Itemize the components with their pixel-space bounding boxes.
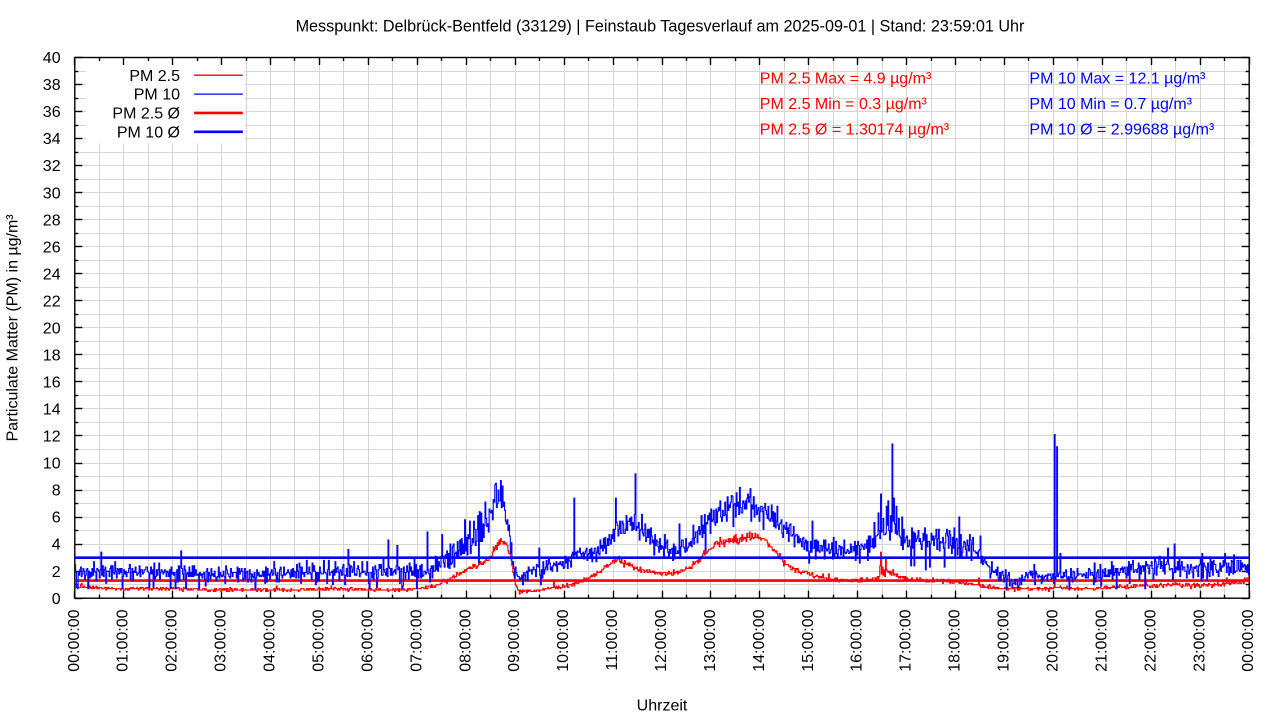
svg-text:10:00:00: 10:00:00	[555, 609, 572, 671]
svg-text:PM 2.5 Max = 4.9 µg/m³: PM 2.5 Max = 4.9 µg/m³	[760, 71, 932, 88]
svg-text:PM 10 Ø = 2.99688 µg/m³: PM 10 Ø = 2.99688 µg/m³	[1029, 122, 1215, 139]
svg-text:14: 14	[43, 402, 61, 419]
svg-text:22:00:00: 22:00:00	[1142, 609, 1159, 671]
svg-text:14:00:00: 14:00:00	[751, 609, 768, 671]
svg-text:11:00:00: 11:00:00	[604, 609, 621, 670]
svg-text:PM 10 Ø: PM 10 Ø	[117, 124, 180, 141]
svg-text:PM 2.5 Ø = 1.30174 µg/m³: PM 2.5 Ø = 1.30174 µg/m³	[760, 122, 950, 139]
svg-text:02:00:00: 02:00:00	[164, 609, 181, 671]
svg-text:PM 2.5 Ø: PM 2.5 Ø	[112, 106, 180, 123]
svg-text:21:00:00: 21:00:00	[1093, 609, 1110, 671]
svg-text:PM 10: PM 10	[134, 87, 180, 104]
svg-text:Uhrzeit: Uhrzeit	[637, 698, 688, 715]
svg-text:23:00:00: 23:00:00	[1191, 609, 1208, 671]
svg-text:20: 20	[43, 321, 61, 338]
svg-text:Particulate Matter (PM) in µg/: Particulate Matter (PM) in µg/m³	[5, 214, 22, 442]
svg-text:PM 2.5: PM 2.5	[129, 68, 180, 85]
svg-text:PM 10 Min = 0.7 µg/m³: PM 10 Min = 0.7 µg/m³	[1029, 96, 1192, 113]
svg-text:Messpunkt: Delbrück-Bentfeld (: Messpunkt: Delbrück-Bentfeld (33129) | F…	[296, 17, 1025, 35]
svg-text:10: 10	[43, 456, 61, 473]
svg-text:09:00:00: 09:00:00	[506, 609, 523, 671]
svg-text:08:00:00: 08:00:00	[457, 609, 474, 671]
svg-text:03:00:00: 03:00:00	[213, 609, 230, 671]
svg-text:38: 38	[43, 77, 61, 94]
svg-text:13:00:00: 13:00:00	[702, 609, 719, 671]
svg-text:0: 0	[52, 591, 61, 608]
svg-text:26: 26	[43, 239, 61, 256]
svg-text:17:00:00: 17:00:00	[898, 609, 915, 671]
svg-text:PM 2.5 Min = 0.3 µg/m³: PM 2.5 Min = 0.3 µg/m³	[760, 96, 928, 113]
svg-text:28: 28	[43, 212, 61, 229]
svg-text:00:00:00: 00:00:00	[66, 609, 83, 671]
svg-text:06:00:00: 06:00:00	[359, 609, 376, 671]
svg-text:12: 12	[43, 429, 61, 446]
svg-text:05:00:00: 05:00:00	[311, 609, 328, 671]
svg-text:8: 8	[52, 483, 61, 500]
svg-text:2: 2	[52, 564, 61, 581]
svg-text:16: 16	[43, 375, 61, 392]
svg-text:40: 40	[43, 50, 61, 67]
svg-text:6: 6	[52, 510, 61, 527]
svg-text:04:00:00: 04:00:00	[262, 609, 279, 671]
svg-text:18:00:00: 18:00:00	[947, 609, 964, 671]
svg-text:30: 30	[43, 185, 61, 202]
svg-text:32: 32	[43, 158, 61, 175]
svg-text:24: 24	[43, 266, 61, 283]
svg-text:07:00:00: 07:00:00	[408, 609, 425, 671]
svg-text:22: 22	[43, 293, 61, 310]
svg-text:16:00:00: 16:00:00	[849, 609, 866, 671]
svg-text:00:00:00: 00:00:00	[1240, 609, 1257, 671]
svg-text:15:00:00: 15:00:00	[800, 609, 817, 671]
svg-text:01:00:00: 01:00:00	[115, 609, 132, 671]
svg-text:20:00:00: 20:00:00	[1045, 609, 1062, 671]
svg-text:34: 34	[43, 131, 61, 148]
svg-text:18: 18	[43, 348, 61, 365]
svg-text:36: 36	[43, 104, 61, 121]
svg-text:4: 4	[52, 537, 61, 554]
svg-text:12:00:00: 12:00:00	[653, 609, 670, 671]
svg-text:PM 10 Max = 12.1 µg/m³: PM 10 Max = 12.1 µg/m³	[1029, 71, 1206, 88]
svg-text:19:00:00: 19:00:00	[996, 609, 1013, 671]
